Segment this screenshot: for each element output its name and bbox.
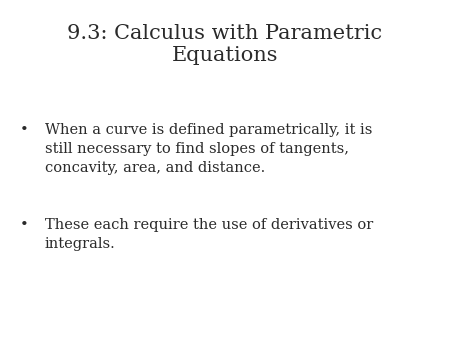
Text: 9.3: Calculus with Parametric
Equations: 9.3: Calculus with Parametric Equations [68, 24, 382, 66]
Text: •: • [20, 123, 29, 137]
Text: These each require the use of derivatives or
integrals.: These each require the use of derivative… [45, 218, 373, 251]
Text: When a curve is defined parametrically, it is
still necessary to find slopes of : When a curve is defined parametrically, … [45, 123, 373, 175]
Text: •: • [20, 218, 29, 232]
